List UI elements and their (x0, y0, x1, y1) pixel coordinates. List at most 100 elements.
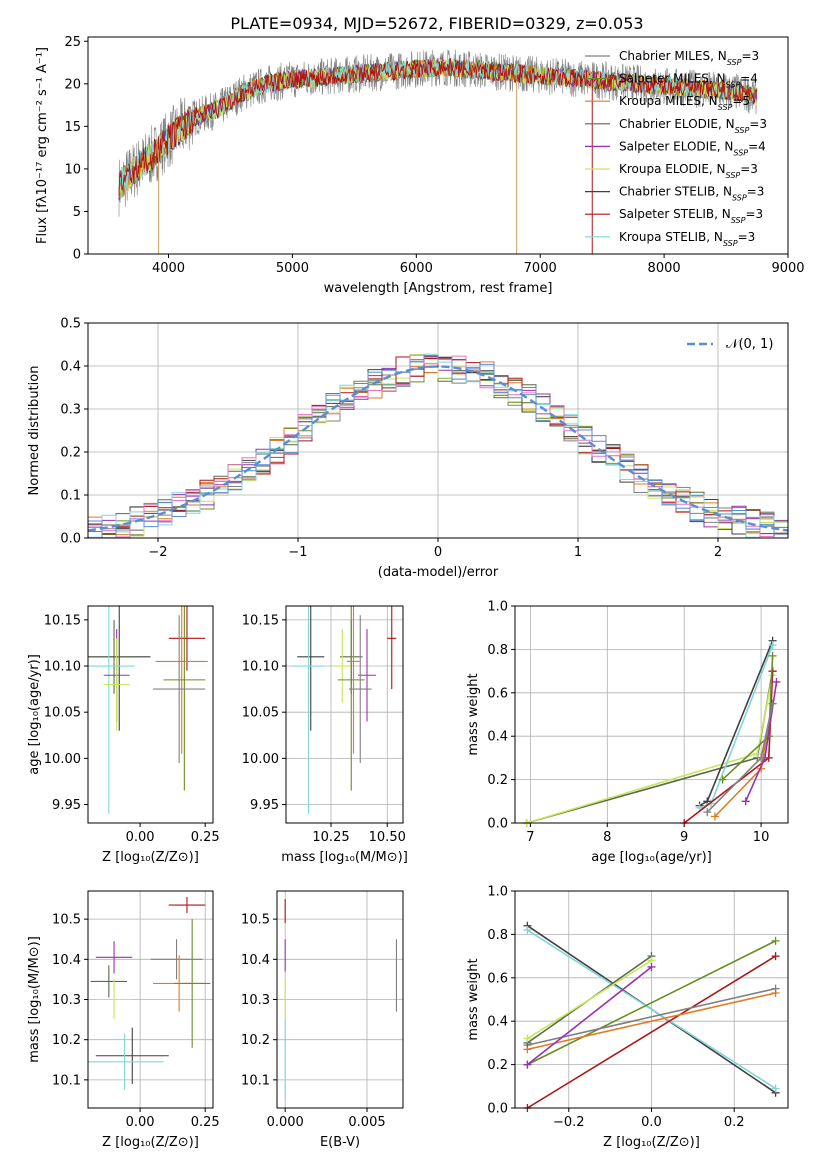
legend-label-tail: =3 (749, 117, 767, 131)
y-tick-label: 0.4 (487, 1015, 508, 1030)
mass-weight-series-line (526, 966, 652, 1066)
mass-weight-marker (703, 808, 712, 817)
legend-label-text: Chabrier ELODIE, N (619, 117, 735, 131)
legend-label-subscript: SSP (727, 58, 742, 67)
mass-weight-marker (771, 952, 780, 961)
y-tick-label: 15 (64, 120, 81, 135)
mass-weight-series-line (527, 992, 776, 1051)
x-tick-label: 5000 (276, 261, 309, 276)
axes-frame (276, 890, 404, 1109)
y-tick-label: 10.2 (241, 1033, 270, 1048)
x-tick-label: −0.2 (553, 1115, 585, 1130)
mass-weight-marker (757, 753, 766, 762)
x-tick-label: 0.000 (267, 1115, 304, 1130)
x-tick-label: 9000 (771, 261, 804, 276)
x-tick-label: 0.0 (641, 1115, 662, 1130)
mass-weight-marker (523, 1034, 532, 1043)
legend-label-text: Chabrier STELIB, N (619, 185, 732, 199)
y-tick-label: 0 (73, 248, 81, 263)
mass-weight-series-line (526, 675, 774, 824)
legend-label: Chabrier ELODIE, NSSP=3 (619, 117, 767, 135)
legend-label-text: Salpeter MILES, N (619, 72, 726, 86)
mass-weight-marker (768, 651, 777, 660)
mass-weight-marker (753, 749, 762, 758)
legend-label: Salpeter MILES, NSSP=4 (619, 72, 758, 90)
spectrum-series-line (118, 58, 758, 199)
legend-label-tail: =3 (745, 207, 763, 221)
axes-frame (87, 36, 789, 255)
x-tick-label: 8000 (648, 261, 681, 276)
x-axis-label: Z [log₁₀(Z/Z⊙)] (102, 850, 199, 865)
normal-reference-curve (87, 365, 789, 532)
mass-weight-marker (771, 984, 780, 993)
y-tick-label: 10.15 (242, 613, 279, 628)
legend-label-tail: =4 (740, 72, 758, 86)
y-tick-label: 0.0 (487, 817, 508, 832)
y-tick-label: 0.2 (487, 1058, 508, 1073)
x-axis-label: (data-model)/error (378, 565, 499, 580)
y-tick-label: 10.15 (44, 613, 81, 628)
mass-weight-marker (772, 677, 781, 686)
legend-label-text: Chabrier MILES, N (619, 49, 727, 63)
y-tick-label: 10.00 (242, 752, 279, 767)
x-axis-label: wavelength [Angstrom, rest frame] (324, 281, 553, 296)
mass-weight-series-line (527, 987, 776, 1046)
legend-label-tail: =3 (738, 230, 756, 244)
residuals-panel: −2 −1 0 1 2 0.0 0.1 0.2 0.3 0.4 0.5 (data-model)/er… (27, 317, 789, 580)
x-tick-label: 9 (680, 830, 688, 845)
y-tick-label: 5 (73, 205, 81, 220)
age-vs-mass-panel: 10.25 10.50 9.95 10.00 10.05 10.10 10.15 mass [… (242, 605, 408, 865)
y-axis-label: Normed distribution (27, 366, 42, 496)
legend-label: Kroupa STELIB, NSSP=3 (619, 230, 755, 248)
x-tick-label: 6000 (400, 261, 433, 276)
legend-label-text: Kroupa MILES, N (619, 94, 718, 108)
y-tick-label: 10 (64, 162, 81, 177)
mass-weight-series-line (526, 959, 652, 1040)
x-tick-label: −1 (288, 545, 307, 560)
legend-label: Chabrier STELIB, NSSP=3 (619, 185, 764, 203)
residual-histogram (88, 354, 788, 538)
y-tick-label: 0.3 (60, 403, 81, 418)
legend-label: Kroupa ELODIE, NSSP=3 (619, 162, 758, 180)
x-tick-label: 0.25 (191, 1115, 220, 1130)
legend-label-subscript: SSP (723, 238, 738, 247)
legend-label-subscript: SSP (733, 148, 748, 157)
axes-frame (514, 605, 789, 824)
figure-title: PLATE=0934, MJD=52672, FIBERID=0329, z=0… (230, 14, 643, 33)
y-axis-label: Flux [fλ10⁻¹⁷ erg cm⁻² s⁻¹ A⁻¹] (35, 47, 50, 244)
legend-label-subscript: SSP (732, 193, 747, 202)
legend-label-subscript: SSP (735, 125, 750, 134)
x-tick-label: 10 (753, 830, 770, 845)
residual-histogram (88, 354, 788, 538)
spectrum-series-line (118, 58, 758, 196)
x-tick-label: 10.25 (312, 830, 349, 845)
y-tick-label: 0.0 (487, 1102, 508, 1117)
y-tick-label: 10.10 (242, 660, 279, 675)
x-tick-label: 7000 (524, 261, 557, 276)
y-tick-label: 10.5 (52, 913, 81, 928)
y-tick-label: 0.6 (487, 686, 508, 701)
legend-label-text: Kroupa STELIB, N (619, 230, 723, 244)
y-tick-label: 1.0 (487, 885, 508, 900)
legend-label: Salpeter STELIB, NSSP=3 (619, 207, 763, 225)
y-tick-label: 0.8 (487, 928, 508, 943)
x-axis-label: Z [log₁₀(Z/Z⊙)] (102, 1135, 199, 1150)
legend-label: Salpeter ELODIE, NSSP=4 (619, 139, 766, 157)
x-tick-label: 7 (526, 830, 534, 845)
x-axis-label: Z [log₁₀(Z/Z⊙)] (603, 1135, 700, 1150)
x-tick-label: 0.005 (348, 1115, 385, 1130)
spectrum-series-line (118, 49, 758, 217)
x-axis-label: age [log₁₀(age/yr)] (591, 850, 712, 865)
y-axis-label: mass weight (466, 673, 481, 755)
x-tick-label: 10.50 (369, 830, 406, 845)
mass-weight-marker (771, 936, 780, 945)
x-tick-label: −2 (148, 545, 167, 560)
age-vs-z-panel: 0.00 0.25 9.95 10.00 10.05 10.10 10.15 Z [log₁₀… (27, 605, 220, 865)
x-tick-label: 8 (603, 830, 611, 845)
y-tick-label: 0.2 (487, 773, 508, 788)
axes-frame (87, 322, 789, 539)
legend-label: Chabrier MILES, NSSP=3 (619, 49, 759, 67)
mass-weight-series-line (526, 670, 774, 824)
y-axis-label: mass [log₁₀(M/M⊙)] (27, 936, 42, 1063)
mass-weight-series-line (527, 940, 776, 1066)
